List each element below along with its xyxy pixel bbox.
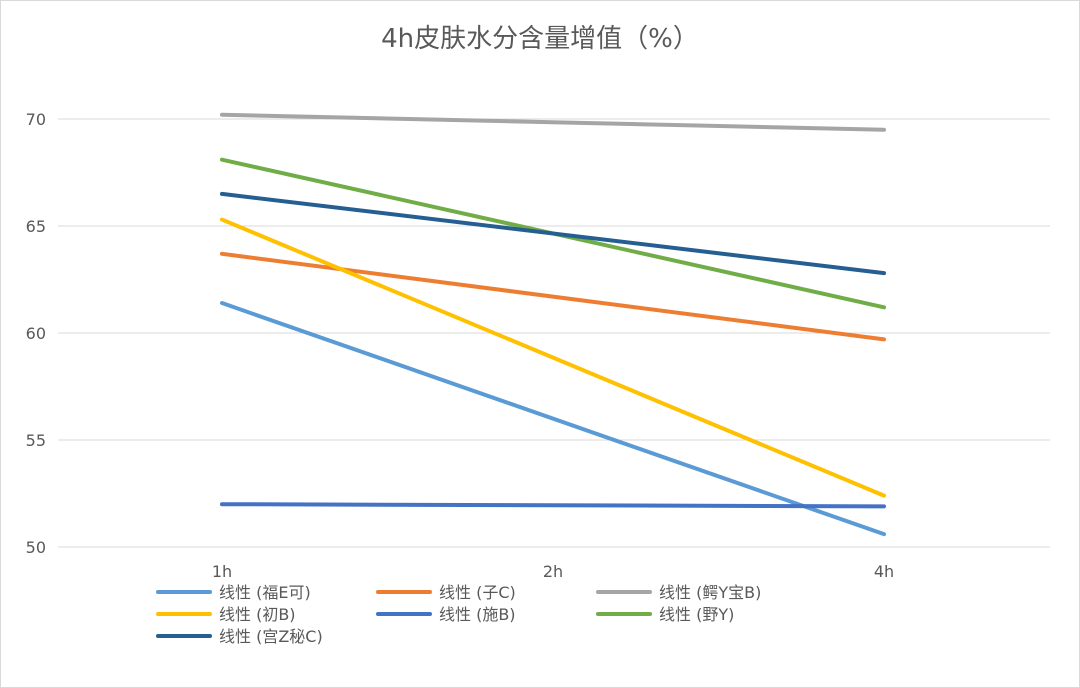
legend-label-1: 线性 (子C) [439,583,516,602]
legend-label-4: 线性 (施B) [439,605,516,624]
y-tick-label-50: 50 [26,538,46,557]
legend-label-5: 线性 (野Y) [659,605,734,624]
y-tick-label-70: 70 [26,110,46,129]
legend-label-6: 线性 (宫Z秘C) [219,627,323,646]
x-tick-label-4h: 4h [874,562,894,581]
x-tick-label-1h: 1h [212,562,232,581]
series-line-1 [220,251,886,342]
legend-label-0: 线性 (福E可) [219,583,311,602]
chart-title: 4h皮肤水分含量增值（%） [381,24,699,54]
series-line-4 [220,502,886,509]
x-tick-label-2h: 2h [543,562,563,581]
series-line-0 [220,301,886,537]
series-line-6 [220,191,886,276]
series-line-2 [220,112,886,132]
legend-label-3: 线性 (初B) [219,605,296,624]
legend-label-2: 线性 (鳄Y宝B) [659,583,761,602]
y-tick-label-65: 65 [26,217,46,236]
y-tick-label-55: 55 [26,431,46,450]
y-tick-label-60: 60 [26,324,46,343]
series-line-3 [220,217,886,498]
